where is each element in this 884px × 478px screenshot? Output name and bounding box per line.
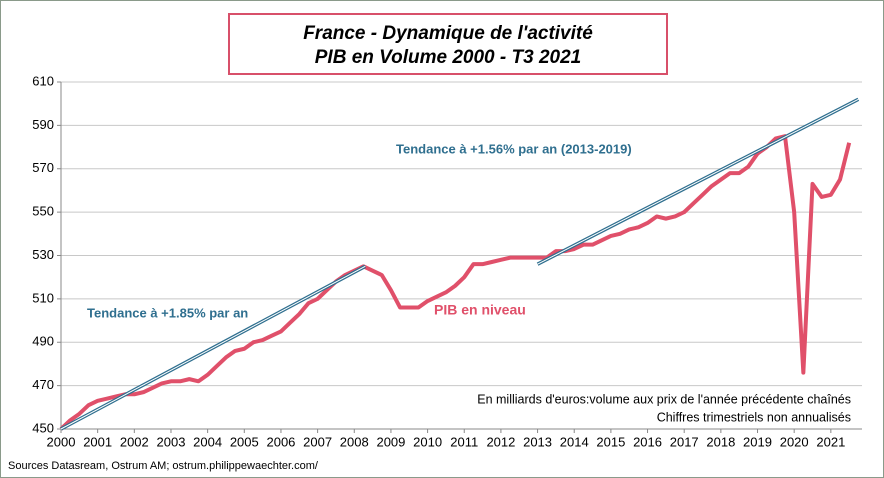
y-tick-label: 610 xyxy=(32,73,54,88)
x-tick-label: 2015 xyxy=(596,434,625,449)
x-tick-label: 2020 xyxy=(780,434,809,449)
annotation: Tendance à +1.85% par an xyxy=(87,305,248,320)
source: Sources Datasream, Ostrum AM; ostrum.phi… xyxy=(8,460,319,472)
x-tick-label: 2018 xyxy=(706,434,735,449)
x-tick-label: 2011 xyxy=(450,434,478,449)
trend-line-inner xyxy=(60,265,366,430)
annotation: PIB en niveau xyxy=(434,302,526,318)
x-tick-label: 2016 xyxy=(633,434,662,449)
chart-subtitle: PIB en Volume 2000 - T3 2021 xyxy=(315,47,581,68)
note: En milliards d'euros:volume aux prix de … xyxy=(477,392,851,406)
x-tick-label: 2000 xyxy=(47,434,76,449)
y-tick-label: 490 xyxy=(32,334,54,349)
x-tick-label: 2001 xyxy=(83,434,112,449)
x-tick-label: 2006 xyxy=(266,434,295,449)
note: Chiffres trimestriels non annualisés xyxy=(657,410,851,424)
x-tick-label: 2013 xyxy=(523,434,552,449)
x-tick-label: 2008 xyxy=(340,434,369,449)
y-tick-label: 570 xyxy=(32,160,54,175)
x-tick-label: 2003 xyxy=(157,434,186,449)
x-tick-label: 2014 xyxy=(560,434,589,449)
x-tick-label: 2009 xyxy=(376,434,405,449)
y-tick-label: 530 xyxy=(32,247,54,262)
x-tick-label: 2004 xyxy=(193,434,222,449)
x-tick-label: 2010 xyxy=(413,434,442,449)
x-tick-label: 2019 xyxy=(743,434,772,449)
x-tick-label: 2005 xyxy=(230,434,259,449)
x-tick-label: 2017 xyxy=(670,434,699,449)
x-tick-label: 2002 xyxy=(120,434,149,449)
y-tick-label: 510 xyxy=(32,290,54,305)
y-tick-label: 470 xyxy=(32,377,54,392)
x-tick-label: 2007 xyxy=(303,434,332,449)
annotation: Tendance à +1.56% par an (2013-2019) xyxy=(396,141,632,156)
x-tick-label: 2012 xyxy=(486,434,515,449)
y-tick-label: 590 xyxy=(32,117,54,132)
x-tick-label: 2021 xyxy=(816,434,845,449)
y-tick-label: 550 xyxy=(32,204,54,219)
series-line xyxy=(59,134,852,431)
title-box xyxy=(228,13,668,75)
chart-title: France - Dynamique de l'activité xyxy=(303,23,593,44)
trend-line-inner xyxy=(537,98,859,265)
y-tick-label: 450 xyxy=(32,420,54,435)
